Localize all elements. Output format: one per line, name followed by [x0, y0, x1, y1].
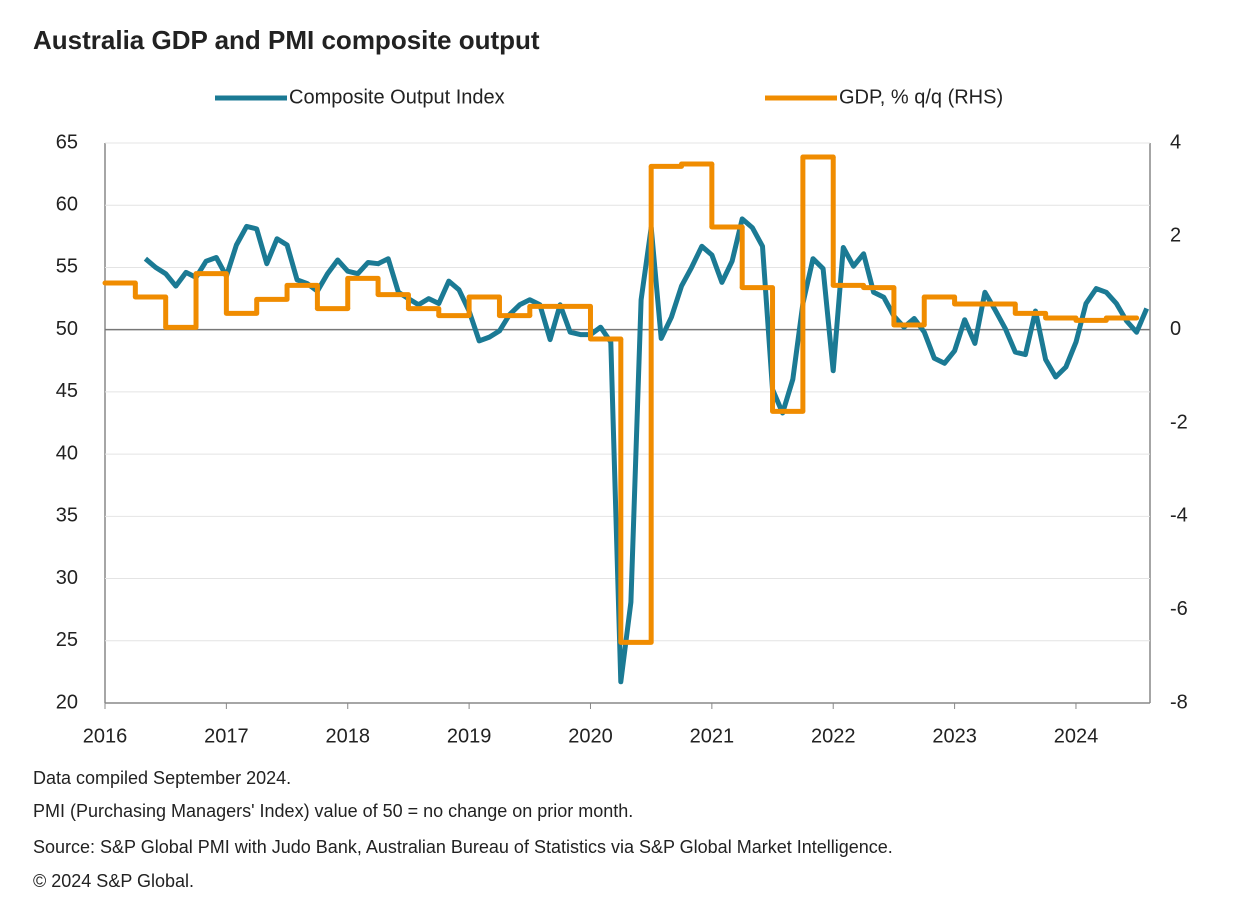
x-tick-label: 2019 [447, 725, 492, 747]
note: Source: S&P Global PMI with Judo Bank, A… [33, 837, 893, 857]
x-tick-label: 2017 [204, 725, 249, 747]
x-tick-label: 2016 [83, 725, 128, 747]
y2-tick-label: -4 [1170, 505, 1188, 527]
y-tick-label: 30 [56, 567, 78, 589]
note: © 2024 S&P Global. [33, 871, 194, 891]
y-tick-label: 45 [56, 380, 78, 402]
y2-tick-label: -6 [1170, 598, 1188, 620]
y-tick-label: 55 [56, 256, 78, 278]
note: Data compiled September 2024. [33, 768, 291, 788]
x-tick-label: 2022 [811, 725, 856, 747]
y2-tick-label: -8 [1170, 691, 1188, 713]
note: PMI (Purchasing Managers' Index) value o… [33, 801, 633, 821]
x-tick-label: 2023 [932, 725, 977, 747]
legend-label: Composite Output Index [289, 86, 505, 108]
x-tick-label: 2018 [325, 725, 370, 747]
y-tick-label: 65 [56, 131, 78, 153]
x-tick-label: 2021 [690, 725, 735, 747]
y2-tick-label: -2 [1170, 411, 1188, 433]
y-tick-label: 60 [56, 194, 78, 216]
x-tick-label: 2024 [1054, 725, 1099, 747]
y2-tick-label: 4 [1170, 131, 1181, 153]
legend-label: GDP, % q/q (RHS) [839, 86, 1003, 108]
y-tick-label: 25 [56, 629, 78, 651]
y-tick-label: 35 [56, 505, 78, 527]
y-tick-label: 40 [56, 442, 78, 464]
y2-tick-label: 2 [1170, 225, 1181, 247]
y2-tick-label: 0 [1170, 318, 1181, 340]
pmi-line [143, 216, 1149, 685]
x-tick-label: 2020 [568, 725, 613, 747]
y-tick-label: 20 [56, 691, 78, 713]
chart-title: Australia GDP and PMI composite output [33, 25, 540, 55]
y-tick-label: 50 [56, 318, 78, 340]
